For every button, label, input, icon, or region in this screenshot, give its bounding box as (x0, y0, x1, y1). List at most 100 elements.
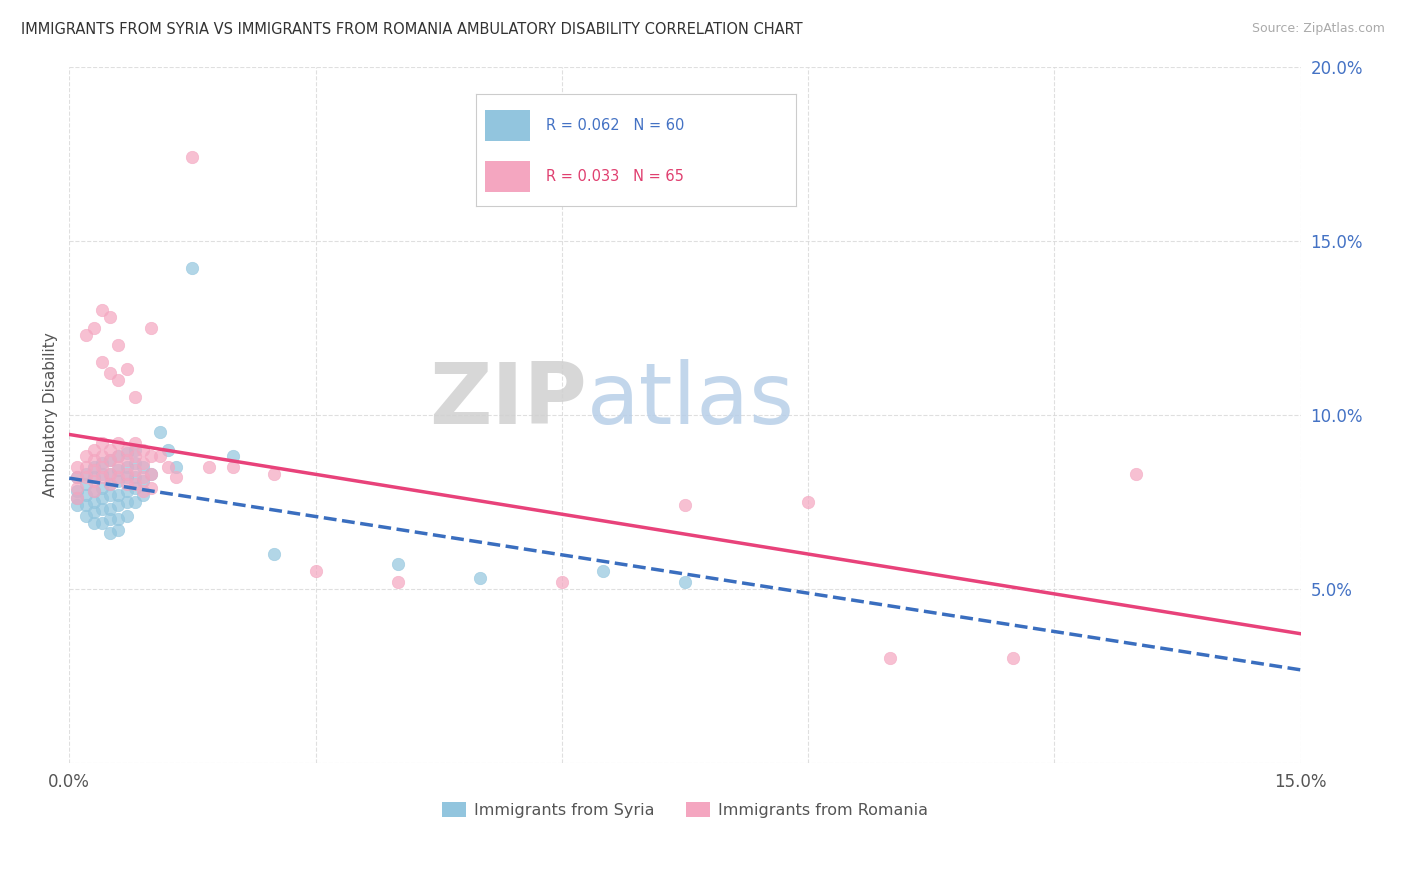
Point (156, 442, 179, 457)
Point (181, 261, 204, 276)
Point (107, 463, 129, 477)
Point (124, 481, 146, 495)
Point (181, 150, 204, 164)
Point (98, 310, 121, 325)
Point (132, 442, 155, 457)
Point (91, 450, 114, 464)
Point (91, 457, 114, 471)
Point (263, 467, 285, 481)
Point (115, 494, 138, 508)
Point (66, 470, 89, 484)
Point (107, 470, 129, 484)
Point (115, 470, 138, 484)
Point (66, 470, 89, 484)
Point (115, 484, 138, 499)
Point (66, 498, 89, 512)
Point (198, 459, 221, 474)
Point (83, 320, 105, 334)
Point (98, 366, 121, 380)
Point (107, 450, 129, 464)
Point (75, 450, 97, 464)
Point (83, 484, 105, 499)
Point (107, 474, 129, 488)
Point (222, 459, 245, 474)
Point (98, 501, 121, 516)
Point (222, 450, 245, 464)
Point (66, 491, 89, 506)
Point (132, 457, 155, 471)
Point (83, 470, 105, 484)
Point (107, 373, 129, 387)
Point (115, 362, 138, 376)
Point (107, 435, 129, 450)
Point (148, 425, 170, 439)
Point (83, 453, 105, 467)
Point (98, 442, 121, 457)
Point (551, 574, 574, 589)
Point (107, 488, 129, 502)
Point (66, 484, 89, 499)
Point (124, 457, 146, 471)
Point (115, 477, 138, 491)
Point (1002, 651, 1025, 665)
Point (98, 512, 121, 526)
Point (91, 355, 114, 369)
Point (75, 327, 97, 342)
Point (83, 494, 105, 508)
Point (141, 450, 163, 464)
Text: Source: ZipAtlas.com: Source: ZipAtlas.com (1251, 22, 1385, 36)
Point (75, 488, 97, 502)
Point (115, 446, 138, 460)
Point (83, 505, 105, 519)
Point (83, 442, 105, 457)
Point (98, 467, 121, 481)
Text: ZIP: ZIP (429, 359, 586, 442)
Point (124, 463, 146, 477)
Point (387, 574, 409, 589)
Point (83, 459, 105, 474)
Point (98, 477, 121, 491)
Point (91, 459, 114, 474)
Point (115, 453, 138, 467)
Point (98, 453, 121, 467)
Point (141, 481, 163, 495)
Point (141, 320, 163, 334)
Point (156, 459, 179, 474)
Point (98, 467, 121, 481)
Point (124, 435, 146, 450)
Point (673, 498, 696, 512)
Point (83, 516, 105, 530)
Point (91, 491, 114, 506)
Point (132, 474, 155, 488)
Point (263, 547, 285, 561)
Point (124, 494, 146, 508)
Point (66, 491, 89, 506)
Point (107, 523, 129, 537)
Point (83, 463, 105, 477)
Point (124, 477, 146, 491)
Point (124, 442, 146, 457)
Point (66, 481, 89, 495)
Point (592, 565, 614, 579)
Point (132, 459, 155, 474)
Point (115, 459, 138, 474)
Point (83, 484, 105, 499)
Point (115, 467, 138, 481)
Point (91, 501, 114, 516)
Text: IMMIGRANTS FROM SYRIA VS IMMIGRANTS FROM ROMANIA AMBULATORY DISABILITY CORRELATI: IMMIGRANTS FROM SYRIA VS IMMIGRANTS FROM… (21, 22, 803, 37)
Point (98, 526, 121, 541)
Point (75, 508, 97, 523)
Point (148, 450, 170, 464)
Point (98, 488, 121, 502)
Legend: Immigrants from Syria, Immigrants from Romania: Immigrants from Syria, Immigrants from R… (436, 796, 935, 824)
Y-axis label: Ambulatory Disability: Ambulatory Disability (44, 333, 58, 497)
Point (165, 459, 187, 474)
Point (83, 474, 105, 488)
Point (75, 470, 97, 484)
Point (124, 450, 146, 464)
Point (141, 467, 163, 481)
Point (107, 498, 129, 512)
Point (115, 508, 138, 523)
Point (98, 477, 121, 491)
Point (107, 512, 129, 526)
